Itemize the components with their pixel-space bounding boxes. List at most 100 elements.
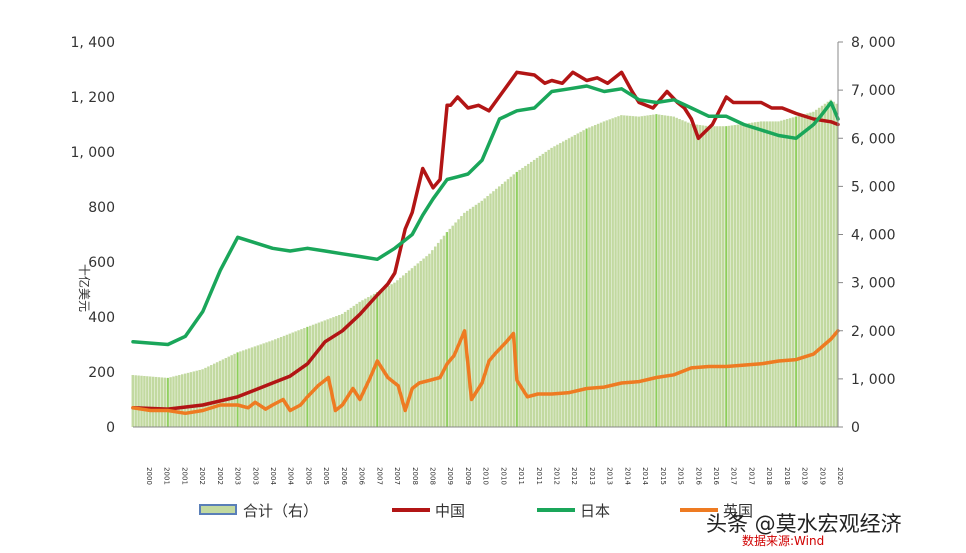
- total-bar: [532, 159, 536, 427]
- total-bar: [146, 376, 149, 427]
- total-bar: [809, 112, 812, 427]
- total-bar: [687, 122, 690, 428]
- source-label: 数据来源:Wind: [742, 533, 824, 548]
- total-bar: [721, 126, 725, 427]
- total-bar: [364, 298, 367, 427]
- x-tick-label: 2001: [163, 467, 171, 485]
- total-bar: [466, 210, 469, 427]
- total-bar: [442, 235, 446, 427]
- total-bar: [439, 239, 443, 427]
- x-tick-label: 2011: [535, 467, 543, 485]
- total-bar: [506, 179, 510, 427]
- total-bar: [349, 307, 353, 427]
- total-bar: [323, 320, 326, 427]
- x-tick-label: 2012: [570, 467, 578, 485]
- total-bar: [800, 114, 803, 428]
- total-bar: [358, 301, 361, 427]
- total-bar: [681, 120, 684, 427]
- total-bar: [535, 157, 539, 427]
- total-bar: [521, 167, 524, 427]
- total-bar: [608, 119, 611, 427]
- total-bar: [570, 136, 574, 427]
- total-bar: [498, 186, 501, 427]
- y-tick-label: 1, 200: [70, 90, 115, 106]
- total-bar: [372, 293, 376, 427]
- total-bar: [233, 353, 236, 427]
- total-bar: [212, 363, 216, 427]
- total-bar: [134, 375, 137, 427]
- total-bar: [756, 121, 760, 427]
- total-bar: [314, 323, 318, 427]
- total-bar: [567, 138, 571, 427]
- total-bar: [378, 290, 382, 427]
- total-bar: [367, 297, 370, 427]
- x-tick-label: 2000: [145, 467, 153, 485]
- total-bar: [815, 109, 818, 427]
- total-bar: [396, 280, 399, 427]
- y2-tick-label: 3, 000: [851, 276, 896, 292]
- total-bar: [326, 319, 329, 427]
- x-tick-label: 2015: [677, 467, 685, 485]
- y-tick-label: 1, 000: [70, 145, 115, 161]
- total-bar: [524, 165, 527, 428]
- total-bar: [663, 115, 667, 427]
- total-bar: [591, 126, 594, 427]
- total-bar: [410, 268, 414, 427]
- total-bar: [783, 119, 786, 428]
- total-bar: [628, 115, 632, 428]
- total-bar: [402, 275, 405, 427]
- total-bar: [250, 347, 254, 427]
- total-bar: [736, 124, 739, 428]
- total-bar: [803, 114, 806, 427]
- total-bar: [631, 116, 635, 428]
- total-bar: [646, 115, 649, 427]
- x-tick-label: 2013: [606, 467, 614, 485]
- y2-tick-label: 1, 000: [851, 372, 896, 388]
- total-bar: [204, 367, 207, 427]
- total-bar: [774, 121, 777, 427]
- total-bar: [684, 121, 687, 427]
- total-bar: [500, 183, 504, 427]
- line-series: [131, 70, 840, 416]
- total-bar: [620, 115, 623, 428]
- total-bar: [785, 119, 789, 427]
- x-tick-label: 2014: [641, 467, 649, 485]
- total-bar: [335, 316, 338, 427]
- legend-swatch-total: [199, 504, 237, 515]
- total-bar: [748, 123, 751, 427]
- total-bar: [495, 188, 498, 427]
- x-tick-label: 2016: [694, 467, 702, 485]
- y-tick-label: 0: [106, 420, 115, 436]
- y2-tick-label: 7, 000: [851, 83, 896, 99]
- china-line: [131, 70, 840, 411]
- plot-area: [131, 70, 840, 428]
- total-bar: [207, 366, 210, 427]
- total-bar: [163, 377, 167, 427]
- total-bar: [625, 115, 629, 427]
- total-bar-marker: [446, 232, 448, 427]
- total-bar: [221, 359, 225, 427]
- total-bar: [218, 360, 222, 427]
- total-bar: [564, 139, 568, 427]
- x-tick-label: 2002: [216, 467, 224, 485]
- total-bar: [576, 133, 579, 427]
- total-bar: [143, 375, 146, 427]
- total-bar: [428, 253, 431, 427]
- total-bar: [387, 285, 390, 427]
- x-tick-label: 2011: [517, 467, 525, 485]
- total-bar: [279, 337, 283, 427]
- y2-tick-label: 5, 000: [851, 179, 896, 195]
- total-bar: [602, 121, 606, 427]
- total-bar: [544, 151, 548, 427]
- total-bar: [320, 321, 324, 427]
- total-bar: [596, 123, 600, 427]
- total-bar: [474, 204, 478, 427]
- x-tick-label: 2017: [730, 467, 738, 485]
- total-bar: [282, 335, 286, 427]
- total-bar: [404, 273, 408, 427]
- x-tick-label: 2007: [393, 467, 401, 485]
- total-bar: [407, 270, 411, 427]
- total-bar: [762, 121, 766, 427]
- total-bar: [657, 114, 661, 427]
- total-bar: [605, 120, 609, 428]
